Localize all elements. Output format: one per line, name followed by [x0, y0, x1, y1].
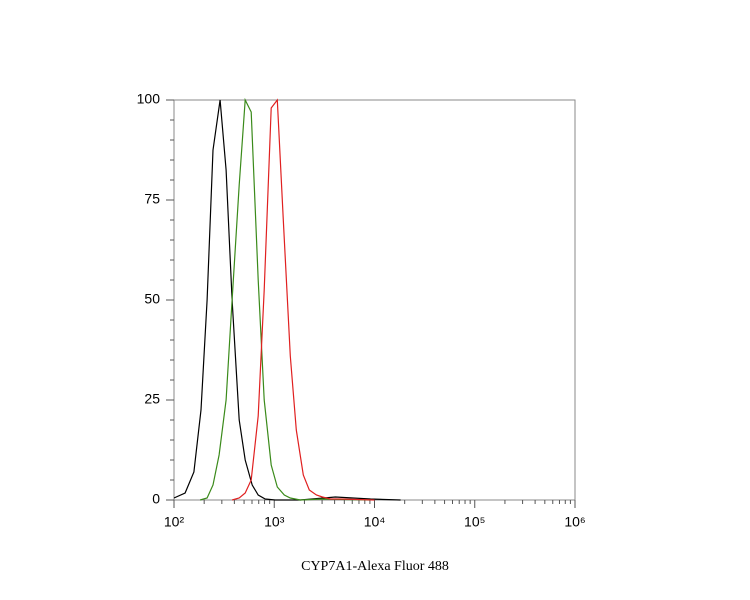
y-tick-label: 25	[144, 391, 160, 407]
y-tick-label: 75	[144, 191, 160, 207]
x-tick-label: 10⁴	[364, 514, 386, 530]
plot-lines	[174, 98, 401, 501]
x-tick-label: 10⁶	[564, 514, 585, 530]
x-tick-label: 10²	[164, 514, 185, 530]
x-axis-label: CYP7A1-Alexa Fluor 488	[301, 559, 449, 574]
y-tick-label: 100	[137, 91, 161, 107]
x-tick-label: 10⁵	[464, 514, 485, 530]
y-tick-label: 50	[144, 291, 160, 307]
series-line	[199, 98, 371, 501]
y-tick-label: 0	[152, 491, 160, 507]
series-line	[231, 98, 375, 501]
plot-frame	[173, 99, 576, 501]
x-tick-label: 10³	[264, 514, 285, 530]
